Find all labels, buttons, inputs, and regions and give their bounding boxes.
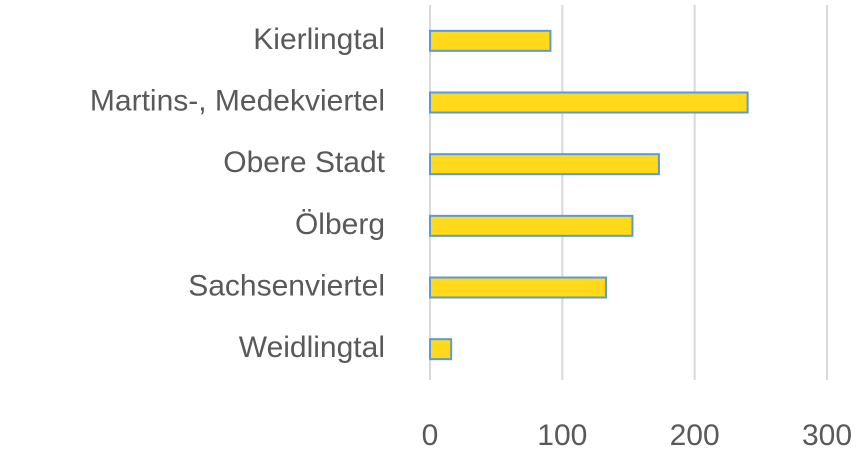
y-tick-label: Kierlingtal bbox=[253, 23, 385, 56]
bar bbox=[429, 276, 608, 299]
bar bbox=[429, 338, 453, 361]
bar bbox=[429, 214, 634, 237]
x-tick-label: 0 bbox=[422, 419, 439, 450]
bar bbox=[429, 91, 749, 114]
bar bbox=[429, 29, 552, 52]
y-tick-label: Martins-, Medekviertel bbox=[90, 84, 385, 117]
x-tick-label: 300 bbox=[802, 419, 852, 450]
x-tick-label: 100 bbox=[537, 419, 587, 450]
y-tick-label: Weidlingtal bbox=[239, 331, 385, 364]
y-tick-label: Obere Stadt bbox=[223, 146, 385, 179]
y-tick-label: Ölberg bbox=[295, 208, 385, 241]
bar bbox=[429, 153, 660, 176]
y-tick-label: Sachsenviertel bbox=[188, 269, 385, 302]
x-tick-label: 200 bbox=[670, 419, 720, 450]
